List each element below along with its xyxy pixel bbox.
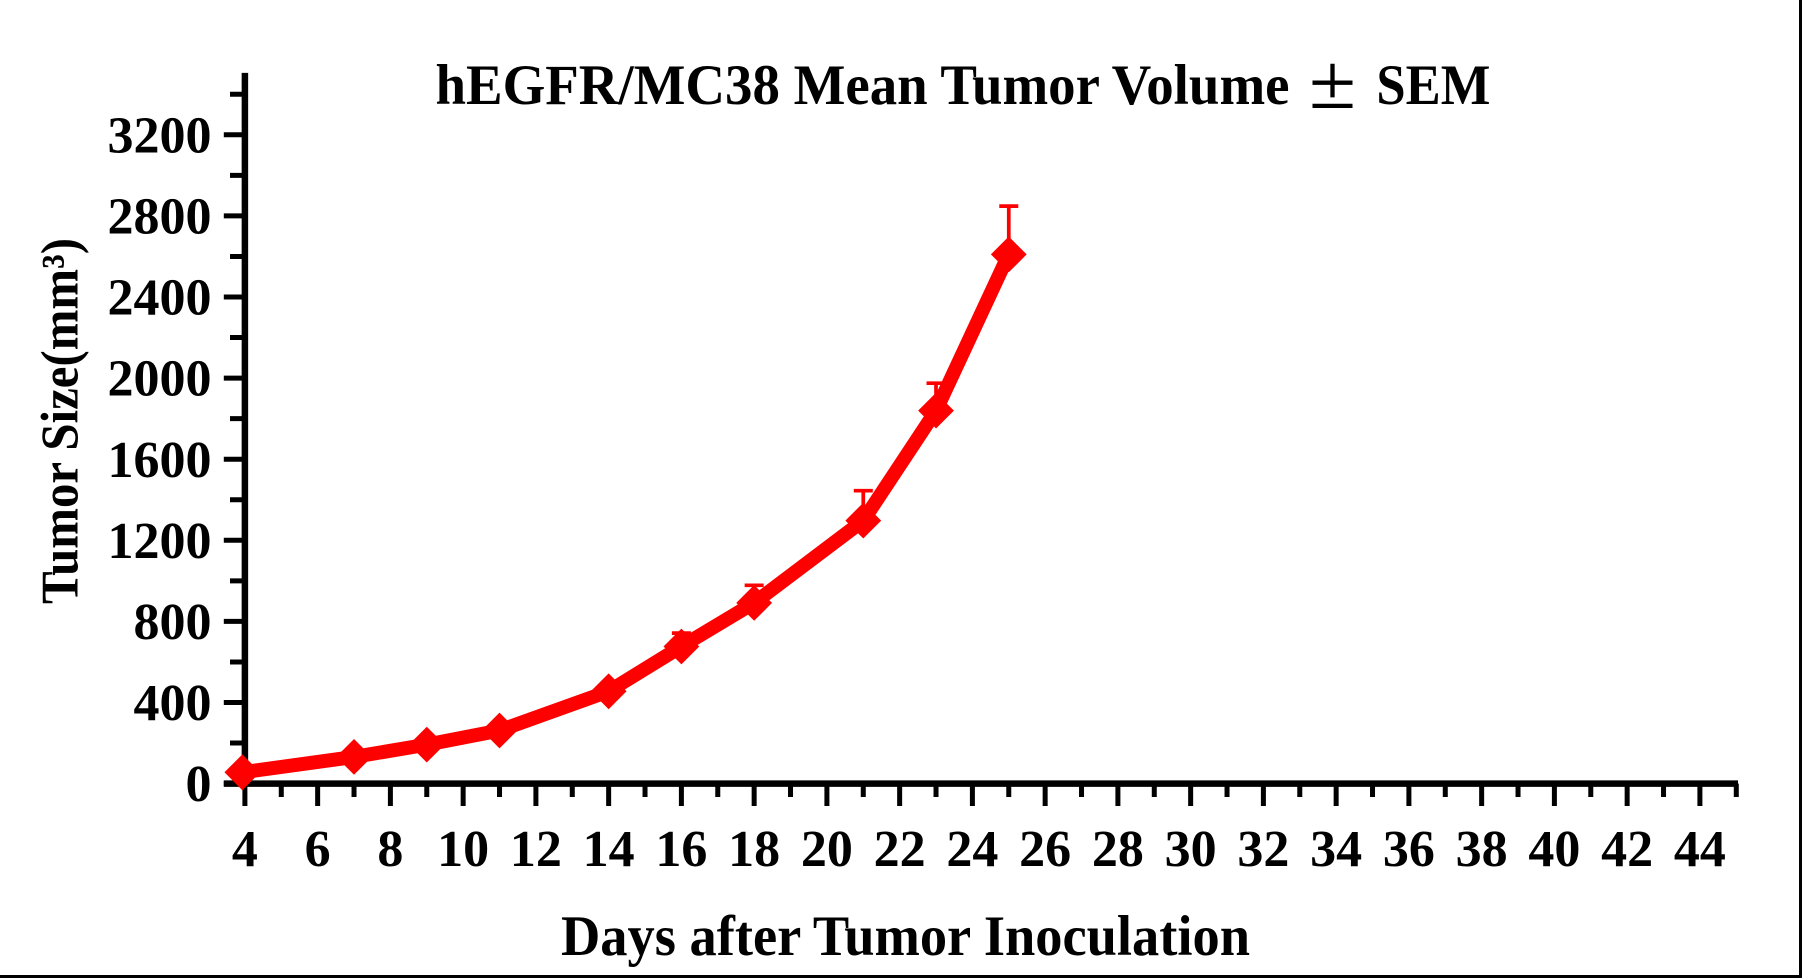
svg-text:1600: 1600 — [108, 432, 212, 489]
svg-text:40: 40 — [1528, 821, 1580, 878]
svg-text:800: 800 — [134, 594, 212, 651]
svg-text:44: 44 — [1674, 821, 1726, 878]
svg-text:28: 28 — [1092, 821, 1144, 878]
svg-text:10: 10 — [437, 821, 489, 878]
svg-text:32: 32 — [1237, 821, 1289, 878]
svg-text:18: 18 — [728, 821, 780, 878]
svg-text:12: 12 — [510, 821, 562, 878]
svg-text:24: 24 — [946, 821, 998, 878]
svg-text:Tumor Size(mm³): Tumor Size(mm³) — [32, 238, 90, 604]
svg-text:26: 26 — [1019, 821, 1071, 878]
svg-text:hEGFR/MC38 Mean Tumor Volume: hEGFR/MC38 Mean Tumor Volume — [436, 54, 1290, 117]
svg-text:30: 30 — [1165, 821, 1217, 878]
svg-text:1200: 1200 — [108, 513, 212, 570]
svg-text:SEM: SEM — [1376, 54, 1490, 117]
svg-text:2800: 2800 — [108, 189, 212, 246]
svg-text:22: 22 — [874, 821, 926, 878]
svg-text:2000: 2000 — [108, 351, 212, 408]
svg-text:8: 8 — [377, 821, 403, 878]
svg-text:20: 20 — [801, 821, 853, 878]
svg-text:400: 400 — [134, 675, 212, 732]
svg-text:6: 6 — [305, 821, 331, 878]
svg-text:42: 42 — [1601, 821, 1653, 878]
svg-text:34: 34 — [1310, 821, 1362, 878]
svg-text:Days after Tumor Inoculation: Days after Tumor Inoculation — [561, 905, 1250, 968]
svg-text:3200: 3200 — [108, 107, 212, 164]
svg-text:16: 16 — [655, 821, 707, 878]
svg-text:2400: 2400 — [108, 270, 212, 327]
svg-text:14: 14 — [583, 821, 635, 878]
svg-text:0: 0 — [186, 756, 212, 813]
svg-text:38: 38 — [1456, 821, 1508, 878]
svg-text:4: 4 — [232, 821, 258, 878]
svg-text:36: 36 — [1383, 821, 1435, 878]
